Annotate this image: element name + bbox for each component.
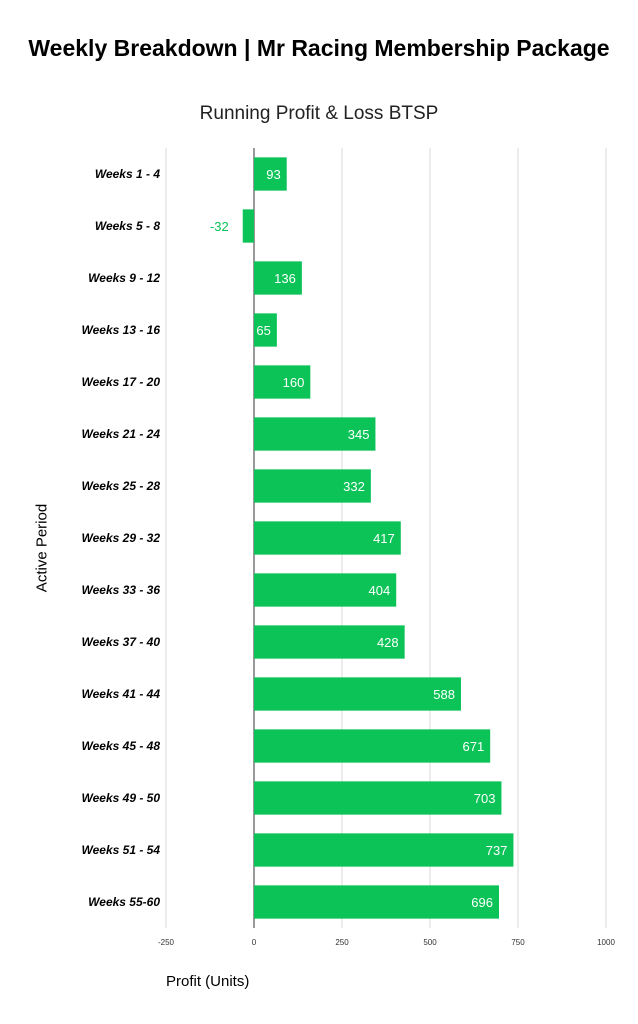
data-label: 93 bbox=[266, 167, 280, 182]
data-label: 160 bbox=[283, 375, 305, 390]
category-label: Weeks 29 - 32 bbox=[82, 531, 161, 545]
category-label: Weeks 5 - 8 bbox=[95, 219, 160, 233]
data-label: 671 bbox=[462, 739, 484, 754]
x-axis-label: Profit (Units) bbox=[166, 973, 250, 990]
chart-subtitle: Running Profit & Loss BTSP bbox=[199, 103, 439, 124]
bar bbox=[254, 573, 397, 607]
category-label: Weeks 13 - 16 bbox=[82, 323, 161, 337]
category-label: Weeks 17 - 20 bbox=[82, 375, 161, 389]
data-label: 588 bbox=[433, 687, 455, 702]
x-tick-label: 1000 bbox=[597, 938, 615, 947]
data-label: 404 bbox=[369, 583, 391, 598]
x-tick-labels: -250 0 250 500 750 1000 bbox=[158, 938, 615, 947]
x-tick-label: 0 bbox=[252, 938, 257, 947]
chart-title: Weekly Breakdown | Mr Racing Membership … bbox=[28, 35, 610, 61]
bar bbox=[254, 261, 302, 295]
data-label: 345 bbox=[348, 427, 370, 442]
x-tick-label: 500 bbox=[423, 938, 437, 947]
data-labels: 93 -32 136 65 160 345 332 417 404 428 588 671 703 737… bbox=[210, 167, 507, 910]
data-label: 417 bbox=[373, 531, 395, 546]
bar bbox=[242, 209, 254, 243]
bar bbox=[254, 521, 401, 555]
x-tick-label: -250 bbox=[158, 938, 175, 947]
data-label: 737 bbox=[486, 843, 508, 858]
category-label: Weeks 51 - 54 bbox=[82, 843, 161, 857]
bar bbox=[254, 469, 371, 503]
category-label: Weeks 9 - 12 bbox=[88, 271, 160, 285]
x-tick-label: 250 bbox=[335, 938, 349, 947]
bar bbox=[254, 157, 287, 191]
data-label: 65 bbox=[256, 323, 270, 338]
category-label: Weeks 33 - 36 bbox=[82, 583, 161, 597]
bar bbox=[254, 677, 461, 711]
bar bbox=[254, 417, 376, 451]
bar bbox=[254, 625, 405, 659]
bars bbox=[242, 157, 514, 919]
bar bbox=[254, 365, 311, 399]
category-label: Weeks 49 - 50 bbox=[82, 791, 161, 805]
category-label: Weeks 45 - 48 bbox=[82, 739, 161, 753]
bar bbox=[254, 885, 499, 919]
data-label: -32 bbox=[210, 219, 229, 234]
data-label: 703 bbox=[474, 791, 496, 806]
bar bbox=[254, 313, 277, 347]
category-label: Weeks 1 - 4 bbox=[95, 167, 160, 181]
bar bbox=[254, 729, 491, 763]
data-label: 428 bbox=[377, 635, 399, 650]
data-label: 136 bbox=[274, 271, 296, 286]
category-label: Weeks 55-60 bbox=[88, 895, 160, 909]
category-label: Weeks 37 - 40 bbox=[82, 635, 161, 649]
data-label: 696 bbox=[471, 895, 493, 910]
bar bbox=[254, 833, 514, 867]
category-label: Weeks 25 - 28 bbox=[82, 479, 161, 493]
category-label: Weeks 41 - 44 bbox=[82, 687, 161, 701]
bar bbox=[254, 781, 502, 815]
data-label: 332 bbox=[343, 479, 365, 494]
category-label: Weeks 21 - 24 bbox=[82, 427, 161, 441]
category-labels: Weeks 1 - 4 Weeks 5 - 8 Weeks 9 - 12 Weeks … bbox=[82, 167, 161, 909]
x-tick-label: 750 bbox=[511, 938, 525, 947]
